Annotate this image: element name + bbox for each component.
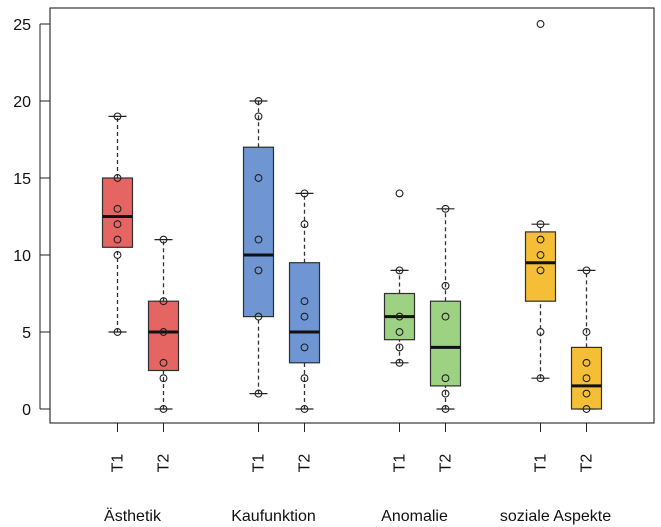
- data-point: [395, 312, 404, 321]
- axes-layer: [39, 7, 655, 432]
- data-point: [441, 281, 450, 290]
- data-point: [159, 328, 168, 336]
- data-point: [582, 328, 591, 336]
- data-point: [395, 343, 404, 352]
- data-point: [395, 328, 404, 336]
- data-point: [441, 405, 450, 413]
- data-point: [159, 374, 168, 383]
- data-point: [441, 389, 450, 398]
- data-point: [113, 251, 122, 259]
- box-body: [242, 146, 275, 318]
- data-point: [395, 358, 404, 367]
- data-point: [536, 220, 545, 229]
- data-point: [300, 343, 309, 352]
- data-point: [300, 312, 309, 321]
- points-layer: [113, 20, 591, 413]
- group-label: Anomalie: [381, 508, 448, 525]
- data-point: [113, 174, 122, 182]
- data-point: [582, 389, 591, 398]
- data-point: [536, 235, 545, 244]
- data-point: [254, 235, 263, 244]
- data-point: [395, 266, 404, 275]
- plot-frame: [49, 7, 655, 424]
- x-tick-label: T1: [392, 454, 409, 473]
- group-label: Kaufunktion: [231, 508, 316, 525]
- y-tick-label: 25: [13, 17, 31, 34]
- data-point: [300, 405, 309, 413]
- data-point: [300, 220, 309, 229]
- data-point: [159, 235, 168, 244]
- data-point: [582, 358, 591, 367]
- y-tick-label: 5: [22, 325, 31, 342]
- data-point: [159, 358, 168, 367]
- x-tick-label: T2: [297, 454, 314, 473]
- box-body: [570, 346, 603, 410]
- data-point: [441, 204, 450, 213]
- data-point: [300, 297, 309, 306]
- y-tick-label: 20: [13, 94, 31, 111]
- data-point: [113, 220, 122, 229]
- data-point: [254, 174, 263, 182]
- data-point: [159, 297, 168, 306]
- data-point: [536, 328, 545, 336]
- data-point: [441, 374, 450, 383]
- x-tick-label: T1: [533, 454, 550, 473]
- data-point: [536, 266, 545, 275]
- data-point: [441, 312, 450, 321]
- data-point: [254, 389, 263, 398]
- data-point: [254, 97, 263, 105]
- data-point: [113, 328, 122, 336]
- data-point: [536, 20, 545, 28]
- box-body: [429, 300, 462, 387]
- data-point: [113, 204, 122, 213]
- x-tick-label: T2: [579, 454, 596, 473]
- data-point: [113, 235, 122, 244]
- labels-layer: 0 5 10 15 20 25 Ästhetik T1 T2 Kaufunktion T1 T2 Ano…: [13, 17, 611, 525]
- data-point: [254, 266, 263, 275]
- data-point: [395, 189, 404, 198]
- group-label: soziale Aspekte: [500, 508, 611, 525]
- data-point: [582, 374, 591, 383]
- x-tick-label: T2: [156, 454, 173, 473]
- x-tick-label: T1: [251, 454, 268, 473]
- data-point: [113, 112, 122, 121]
- x-tick-label: T1: [110, 454, 127, 473]
- data-point: [582, 405, 591, 413]
- data-point: [300, 374, 309, 383]
- data-point: [254, 312, 263, 321]
- y-tick-label: 10: [13, 248, 31, 265]
- group-label: Ästhetik: [104, 507, 162, 525]
- data-point: [536, 374, 545, 383]
- boxes-layer: [101, 100, 603, 410]
- y-tick-label: 0: [22, 402, 31, 419]
- data-point: [300, 189, 309, 198]
- y-tick-label: 15: [13, 171, 31, 188]
- data-point: [536, 251, 545, 259]
- data-point: [582, 266, 591, 275]
- data-point: [254, 112, 263, 121]
- x-tick-label: T2: [438, 454, 455, 473]
- data-point: [159, 405, 168, 413]
